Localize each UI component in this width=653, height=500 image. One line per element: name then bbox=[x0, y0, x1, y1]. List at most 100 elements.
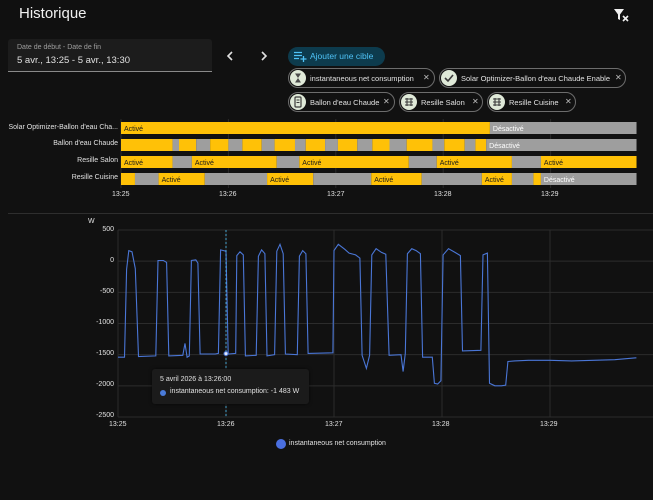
date-range-picker[interactable]: Date de début - Date de fin 5 avr., 13:2… bbox=[8, 39, 212, 72]
close-icon[interactable]: ✕ bbox=[423, 73, 430, 82]
timeline-segment-off[interactable] bbox=[389, 139, 407, 151]
add-target-label: Ajouter une cible bbox=[310, 51, 374, 61]
chip-instantaneous-net-consumption[interactable]: instantaneous net consumption ✕ bbox=[288, 68, 435, 88]
timeline-segment-on[interactable] bbox=[178, 139, 197, 151]
playlist-add-icon bbox=[294, 51, 307, 62]
timeline-segment-on[interactable] bbox=[372, 139, 390, 151]
timeline-segment-label: Activé bbox=[124, 126, 143, 133]
timeline-segment-label: Activé bbox=[302, 160, 321, 167]
timeline-segment-on[interactable] bbox=[121, 173, 135, 185]
chip-label: instantaneous net consumption bbox=[310, 74, 414, 83]
close-icon[interactable]: ✕ bbox=[383, 97, 390, 106]
section-divider bbox=[8, 213, 653, 214]
state-timeline: Activé Désactivé Désactivé Activé Activé Acti… bbox=[120, 119, 637, 188]
timeline-segment-off[interactable] bbox=[464, 139, 476, 151]
timeline-segment-label: Activé bbox=[195, 160, 214, 167]
timeline-segment-off[interactable] bbox=[204, 173, 268, 185]
timeline-tick-label: 13:29 bbox=[541, 191, 559, 198]
timeline-segment-on[interactable] bbox=[305, 139, 326, 151]
timeline-segment-off[interactable] bbox=[511, 173, 534, 185]
chip-ballon-eau-chaude[interactable]: Ballon d'eau Chaude ✕ bbox=[288, 92, 395, 112]
timeline-segment-on[interactable] bbox=[436, 156, 512, 168]
timeline-tick-label: 13:26 bbox=[219, 191, 237, 198]
y-tick-label: -2500 bbox=[96, 412, 114, 419]
timeline-segment-on[interactable] bbox=[533, 173, 541, 185]
timeline-segment-on[interactable] bbox=[267, 173, 314, 185]
page-title: Historique bbox=[19, 5, 87, 22]
x-tick-label: 13:25 bbox=[109, 421, 127, 428]
net-consumption-chart[interactable] bbox=[0, 0, 653, 430]
timeline-segment-label: Activé bbox=[485, 177, 504, 184]
y-axis-unit: W bbox=[88, 218, 95, 225]
timeline-segment-label: Activé bbox=[544, 160, 563, 167]
timeline-segment-on[interactable] bbox=[121, 122, 490, 134]
timeline-segment-on[interactable] bbox=[242, 139, 262, 151]
timeline-segment-label: Désactivé bbox=[544, 177, 575, 184]
chip-resille-salon[interactable]: Resille Salon ✕ bbox=[399, 92, 483, 112]
timeline-segment-on[interactable] bbox=[406, 139, 433, 151]
timeline-segment-off[interactable] bbox=[196, 139, 211, 151]
timeline-segment-off[interactable] bbox=[540, 173, 637, 185]
timeline-segment-on[interactable] bbox=[475, 139, 487, 151]
timeline-segment-off[interactable] bbox=[357, 139, 373, 151]
prev-period-button[interactable] bbox=[222, 48, 238, 64]
timeline-segment-off[interactable] bbox=[172, 139, 179, 151]
timeline-segment-label: Activé bbox=[162, 177, 181, 184]
timeline-segment-on[interactable] bbox=[481, 173, 512, 185]
timeline-segment-on[interactable] bbox=[210, 139, 229, 151]
timeline-segment-off[interactable] bbox=[313, 173, 372, 185]
timeline-segment-off[interactable] bbox=[486, 139, 637, 151]
timeline-segment-on[interactable] bbox=[444, 139, 465, 151]
chevron-right-icon bbox=[261, 51, 268, 61]
y-tick-label: 0 bbox=[110, 257, 114, 264]
timeline-segment-on[interactable] bbox=[299, 156, 409, 168]
chip-resille-cuisine[interactable]: Resille Cuisine ✕ bbox=[487, 92, 576, 112]
filter-clear-button[interactable] bbox=[612, 6, 630, 24]
timeline-segment-label: Activé bbox=[124, 160, 143, 167]
timeline-row-label: Ballon d'eau Chaude bbox=[53, 140, 118, 147]
chart-tooltip: 5 avril 2026 à 13:26:00 instantaneous ne… bbox=[152, 369, 309, 404]
timeline-segment-off[interactable] bbox=[408, 156, 437, 168]
timeline-segment-off[interactable] bbox=[421, 173, 482, 185]
close-icon[interactable]: ✕ bbox=[472, 97, 479, 106]
timeline-segment-on[interactable] bbox=[121, 156, 173, 168]
timeline-segment-off[interactable] bbox=[134, 173, 159, 185]
timeline-segment-off[interactable] bbox=[172, 156, 192, 168]
date-range-label: Date de début - Date de fin bbox=[17, 44, 102, 51]
add-target-button[interactable]: Ajouter une cible bbox=[288, 47, 385, 66]
timeline-segment-label: Désactivé bbox=[489, 143, 520, 150]
legend-color-dot bbox=[276, 439, 286, 449]
next-period-button[interactable] bbox=[256, 48, 272, 64]
close-icon[interactable]: ✕ bbox=[565, 97, 572, 106]
close-icon[interactable]: ✕ bbox=[615, 73, 622, 82]
timeline-segment-off[interactable] bbox=[511, 156, 541, 168]
timeline-segment-off[interactable] bbox=[276, 156, 300, 168]
timeline-segment-off[interactable] bbox=[489, 122, 637, 134]
timeline-segment-on[interactable] bbox=[337, 139, 358, 151]
x-tick-label: 13:27 bbox=[325, 421, 343, 428]
timeline-segment-on[interactable] bbox=[121, 139, 173, 151]
y-tick-label: -2000 bbox=[96, 381, 114, 388]
timeline-segment-off[interactable] bbox=[228, 139, 243, 151]
chip-label: Resille Cuisine bbox=[509, 98, 559, 107]
chevron-left-icon bbox=[226, 51, 233, 61]
timeline-segment-off[interactable] bbox=[294, 139, 306, 151]
timeline-segment-on[interactable] bbox=[274, 139, 295, 151]
timeline-segment-on[interactable] bbox=[371, 173, 422, 185]
chip-solar-optimizer-enable[interactable]: Solar Optimizer-Ballon d'eau Chaude Enab… bbox=[439, 68, 626, 88]
water-heater-icon bbox=[290, 94, 306, 110]
check-icon bbox=[441, 70, 457, 86]
tooltip-value: instantaneous net consumption: -1 483 W bbox=[170, 388, 300, 395]
timeline-segment-label: Activé bbox=[270, 177, 289, 184]
legend-label: instantaneous net consumption bbox=[289, 440, 386, 447]
timeline-segment-on[interactable] bbox=[158, 173, 205, 185]
timeline-segment-off[interactable] bbox=[261, 139, 275, 151]
timeline-segment-off[interactable] bbox=[432, 139, 445, 151]
hover-point bbox=[223, 351, 229, 357]
timeline-segment-on[interactable] bbox=[540, 156, 637, 168]
filter-remove-icon bbox=[614, 9, 629, 22]
timeline-segment-on[interactable] bbox=[191, 156, 277, 168]
timeline-row-label: Resille Salon bbox=[77, 157, 118, 164]
timeline-segment-off[interactable] bbox=[325, 139, 338, 151]
timeline-row-label: Resille Cuisine bbox=[71, 174, 118, 181]
